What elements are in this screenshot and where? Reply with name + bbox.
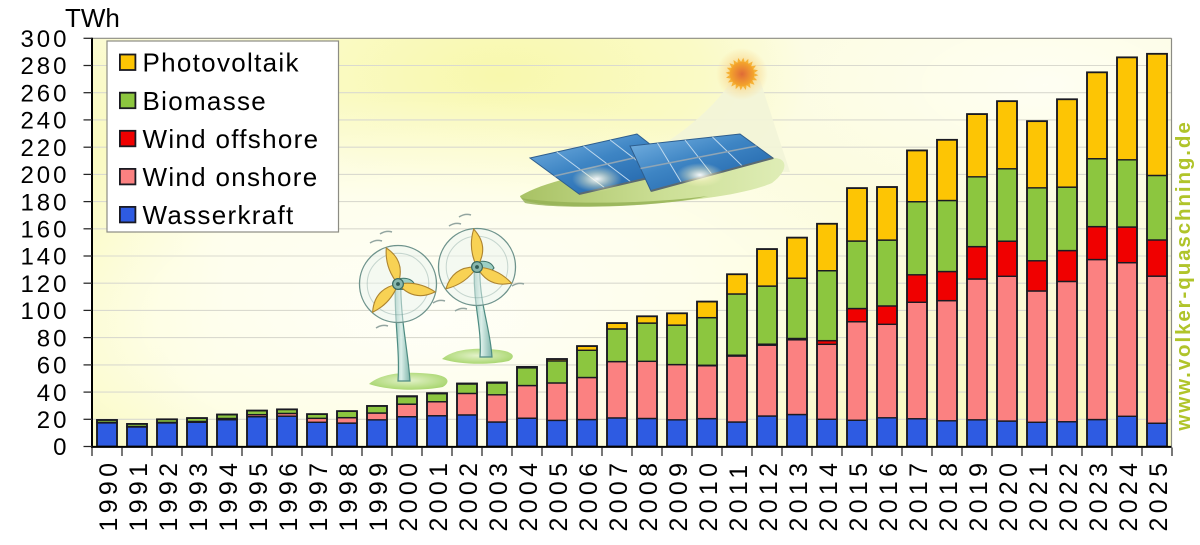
svg-text:2018: 2018	[935, 459, 963, 532]
svg-text:2004: 2004	[515, 459, 543, 532]
svg-text:60: 60	[37, 353, 70, 380]
svg-text:100: 100	[20, 298, 69, 325]
svg-text:Wind offshore: Wind offshore	[143, 124, 320, 154]
svg-text:Wind onshore: Wind onshore	[143, 162, 319, 192]
svg-text:2024: 2024	[1115, 459, 1143, 532]
svg-text:2000: 2000	[395, 459, 423, 532]
svg-text:80: 80	[37, 325, 70, 352]
svg-text:2007: 2007	[605, 459, 633, 532]
svg-text:2009: 2009	[665, 459, 693, 532]
svg-text:2008: 2008	[635, 459, 663, 532]
svg-text:160: 160	[20, 217, 69, 244]
svg-text:1993: 1993	[185, 459, 213, 532]
svg-text:2010: 2010	[695, 459, 723, 532]
svg-text:2013: 2013	[785, 459, 813, 532]
svg-text:1999: 1999	[365, 459, 393, 532]
svg-text:2001: 2001	[425, 459, 453, 532]
svg-text:260: 260	[20, 80, 69, 107]
svg-text:20: 20	[37, 407, 70, 434]
svg-text:240: 240	[20, 108, 69, 135]
svg-text:1998: 1998	[335, 459, 363, 532]
svg-text:1994: 1994	[215, 459, 243, 532]
svg-text:2006: 2006	[575, 459, 603, 532]
svg-text:2020: 2020	[995, 459, 1023, 532]
svg-text:300: 300	[20, 26, 69, 53]
svg-text:2012: 2012	[755, 459, 783, 532]
svg-text:2016: 2016	[875, 459, 903, 532]
svg-text:1992: 1992	[155, 459, 183, 532]
svg-text:2022: 2022	[1055, 459, 1083, 532]
svg-text:2005: 2005	[545, 459, 573, 532]
svg-text:2023: 2023	[1085, 459, 1113, 532]
svg-text:2019: 2019	[965, 459, 993, 532]
svg-text:Biomasse: Biomasse	[143, 86, 268, 116]
svg-text:www.volker-quaschning.de: www.volker-quaschning.de	[1172, 120, 1195, 431]
svg-text:40: 40	[37, 380, 70, 407]
svg-text:Photovoltaik: Photovoltaik	[143, 48, 300, 78]
svg-text:2025: 2025	[1145, 459, 1173, 532]
svg-text:2002: 2002	[455, 459, 483, 532]
svg-text:1990: 1990	[95, 459, 123, 532]
svg-text:1995: 1995	[245, 459, 273, 532]
svg-text:2011: 2011	[725, 461, 753, 532]
svg-text:2021: 2021	[1025, 459, 1053, 532]
svg-text:180: 180	[20, 189, 69, 216]
svg-text:TWh: TWh	[65, 3, 120, 33]
svg-text:2017: 2017	[905, 459, 933, 532]
svg-text:1996: 1996	[275, 459, 303, 532]
svg-text:120: 120	[20, 271, 69, 298]
svg-text:140: 140	[20, 244, 69, 271]
svg-text:280: 280	[20, 53, 69, 80]
svg-text:200: 200	[20, 162, 69, 189]
svg-text:0: 0	[53, 434, 69, 461]
svg-text:2014: 2014	[815, 459, 843, 532]
svg-text:1991: 1991	[125, 459, 153, 532]
svg-text:2003: 2003	[485, 459, 513, 532]
svg-text:220: 220	[20, 135, 69, 162]
svg-text:1997: 1997	[305, 459, 333, 532]
svg-text:Wasserkraft: Wasserkraft	[143, 200, 295, 230]
svg-text:2015: 2015	[845, 459, 873, 532]
